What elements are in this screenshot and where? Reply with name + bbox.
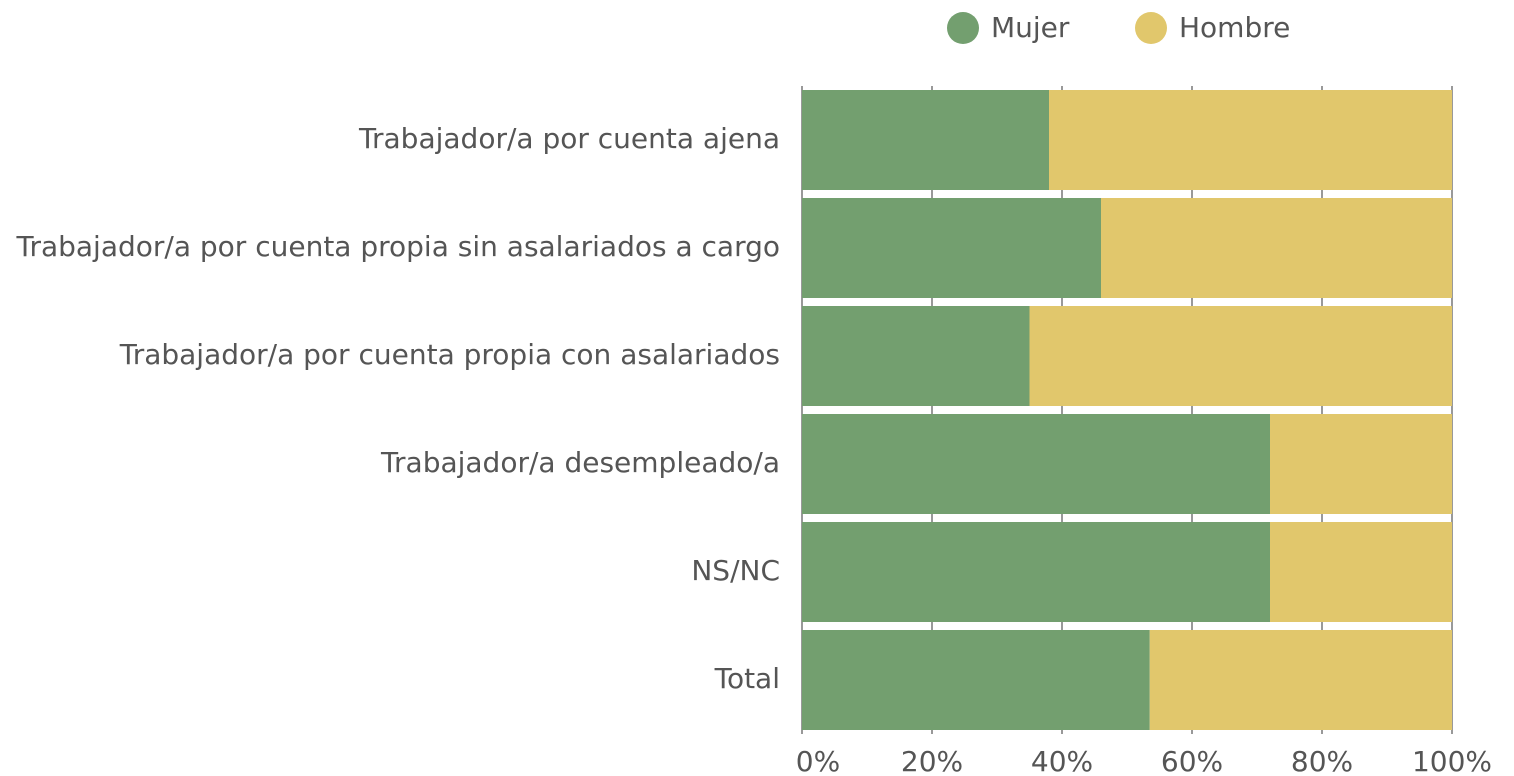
bar [802,90,1049,190]
legend-label: Hombre [1179,11,1290,44]
legend-marker [1135,12,1167,44]
x-tick-label: 20% [901,745,963,776]
x-tick-label: 100% [1412,745,1492,776]
bar [1029,306,1452,406]
bar [1049,90,1452,190]
x-tick-label: 60% [1161,745,1223,776]
x-tick-label: 40% [1031,745,1093,776]
bar [1149,630,1452,730]
x-tick-label: 0% [796,745,840,776]
x-tick-label: 80% [1291,745,1353,776]
bar [802,414,1270,514]
y-tick-label: Trabajador/a por cuenta ajena [358,122,780,155]
y-tick-label: Trabajador/a por cuenta propia sin asala… [15,230,780,263]
legend-label: Mujer [991,11,1070,44]
bar [1270,414,1452,514]
bar [802,306,1030,406]
bar [802,630,1150,730]
y-tick-label: NS/NC [691,554,780,587]
legend-marker [947,12,979,44]
bar [1270,522,1452,622]
bar [1101,198,1452,298]
y-tick-label: Trabajador/a desempleado/a [380,446,780,479]
bar [802,522,1270,622]
y-tick-label: Trabajador/a por cuenta propia con asala… [119,338,780,371]
bar [802,198,1101,298]
y-tick-label: Total [714,662,780,695]
